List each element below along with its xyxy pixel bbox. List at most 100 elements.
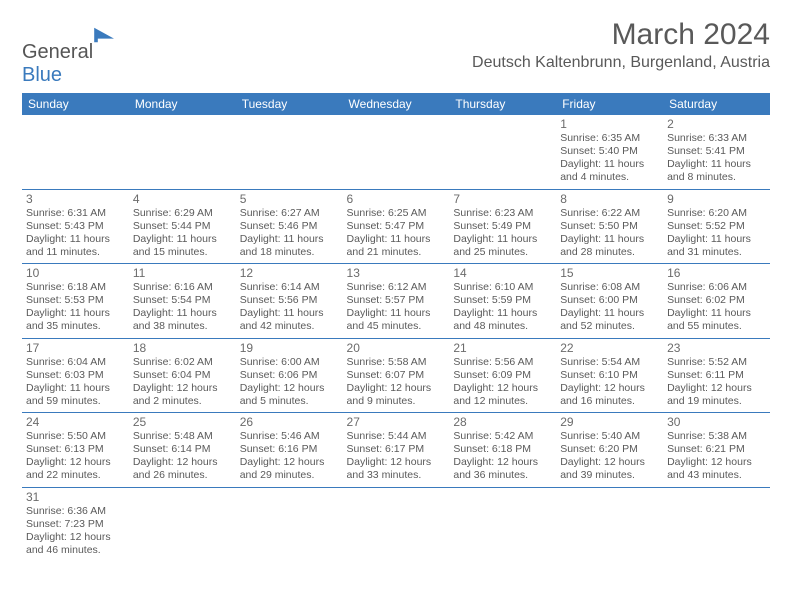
day-number: 14 bbox=[453, 266, 552, 280]
calendar-cell: 14Sunrise: 6:10 AMSunset: 5:59 PMDayligh… bbox=[449, 264, 556, 339]
sunrise-text: Sunrise: 6:20 AM bbox=[667, 207, 766, 220]
daylight-text: Daylight: 11 hours and 18 minutes. bbox=[240, 233, 339, 259]
sunset-text: Sunset: 6:14 PM bbox=[133, 443, 232, 456]
daylight-text: Daylight: 12 hours and 22 minutes. bbox=[26, 456, 125, 482]
sunset-text: Sunset: 5:40 PM bbox=[560, 145, 659, 158]
day-number: 31 bbox=[26, 490, 125, 504]
daylight-text: Daylight: 12 hours and 9 minutes. bbox=[347, 382, 446, 408]
sunrise-text: Sunrise: 6:33 AM bbox=[667, 132, 766, 145]
calendar-cell: 18Sunrise: 6:02 AMSunset: 6:04 PMDayligh… bbox=[129, 338, 236, 413]
calendar-cell: 29Sunrise: 5:40 AMSunset: 6:20 PMDayligh… bbox=[556, 413, 663, 488]
day-number: 7 bbox=[453, 192, 552, 206]
logo-word1: General bbox=[22, 41, 93, 63]
sunrise-text: Sunrise: 5:40 AM bbox=[560, 430, 659, 443]
calendar-cell: 25Sunrise: 5:48 AMSunset: 6:14 PMDayligh… bbox=[129, 413, 236, 488]
sunrise-text: Sunrise: 5:54 AM bbox=[560, 356, 659, 369]
weekday-header: Wednesday bbox=[343, 93, 450, 115]
calendar-cell: 5Sunrise: 6:27 AMSunset: 5:46 PMDaylight… bbox=[236, 189, 343, 264]
daylight-text: Daylight: 12 hours and 19 minutes. bbox=[667, 382, 766, 408]
day-number: 19 bbox=[240, 341, 339, 355]
day-number: 3 bbox=[26, 192, 125, 206]
sunrise-text: Sunrise: 5:46 AM bbox=[240, 430, 339, 443]
daylight-text: Daylight: 12 hours and 12 minutes. bbox=[453, 382, 552, 408]
logo: GeneralBlue bbox=[22, 26, 116, 87]
calendar-cell: 24Sunrise: 5:50 AMSunset: 6:13 PMDayligh… bbox=[22, 413, 129, 488]
calendar-cell: 22Sunrise: 5:54 AMSunset: 6:10 PMDayligh… bbox=[556, 338, 663, 413]
sunrise-text: Sunrise: 6:31 AM bbox=[26, 207, 125, 220]
day-number: 12 bbox=[240, 266, 339, 280]
sunset-text: Sunset: 5:46 PM bbox=[240, 220, 339, 233]
calendar-cell: 11Sunrise: 6:16 AMSunset: 5:54 PMDayligh… bbox=[129, 264, 236, 339]
day-number: 22 bbox=[560, 341, 659, 355]
calendar-cell: 17Sunrise: 6:04 AMSunset: 6:03 PMDayligh… bbox=[22, 338, 129, 413]
calendar-cell: 13Sunrise: 6:12 AMSunset: 5:57 PMDayligh… bbox=[343, 264, 450, 339]
calendar-row: 31Sunrise: 6:36 AMSunset: 7:23 PMDayligh… bbox=[22, 487, 770, 561]
calendar-cell: 20Sunrise: 5:58 AMSunset: 6:07 PMDayligh… bbox=[343, 338, 450, 413]
calendar-cell-empty bbox=[663, 487, 770, 561]
calendar-cell: 3Sunrise: 6:31 AMSunset: 5:43 PMDaylight… bbox=[22, 189, 129, 264]
sunset-text: Sunset: 6:06 PM bbox=[240, 369, 339, 382]
sunrise-text: Sunrise: 6:18 AM bbox=[26, 281, 125, 294]
day-number: 6 bbox=[347, 192, 446, 206]
sunset-text: Sunset: 6:02 PM bbox=[667, 294, 766, 307]
calendar-cell: 8Sunrise: 6:22 AMSunset: 5:50 PMDaylight… bbox=[556, 189, 663, 264]
day-number: 21 bbox=[453, 341, 552, 355]
sunrise-text: Sunrise: 6:29 AM bbox=[133, 207, 232, 220]
calendar-cell-empty bbox=[236, 487, 343, 561]
daylight-text: Daylight: 11 hours and 55 minutes. bbox=[667, 307, 766, 333]
sunrise-text: Sunrise: 5:44 AM bbox=[347, 430, 446, 443]
weekday-header: Thursday bbox=[449, 93, 556, 115]
sunrise-text: Sunrise: 5:56 AM bbox=[453, 356, 552, 369]
calendar-row: 1Sunrise: 6:35 AMSunset: 5:40 PMDaylight… bbox=[22, 115, 770, 189]
sunset-text: Sunset: 6:21 PM bbox=[667, 443, 766, 456]
calendar-cell-empty bbox=[449, 487, 556, 561]
daylight-text: Daylight: 11 hours and 15 minutes. bbox=[133, 233, 232, 259]
day-number: 10 bbox=[26, 266, 125, 280]
daylight-text: Daylight: 12 hours and 29 minutes. bbox=[240, 456, 339, 482]
sunset-text: Sunset: 5:52 PM bbox=[667, 220, 766, 233]
day-number: 4 bbox=[133, 192, 232, 206]
sunrise-text: Sunrise: 6:12 AM bbox=[347, 281, 446, 294]
calendar-cell: 10Sunrise: 6:18 AMSunset: 5:53 PMDayligh… bbox=[22, 264, 129, 339]
sunrise-text: Sunrise: 5:48 AM bbox=[133, 430, 232, 443]
daylight-text: Daylight: 11 hours and 42 minutes. bbox=[240, 307, 339, 333]
sunset-text: Sunset: 5:59 PM bbox=[453, 294, 552, 307]
daylight-text: Daylight: 11 hours and 25 minutes. bbox=[453, 233, 552, 259]
calendar-cell: 1Sunrise: 6:35 AMSunset: 5:40 PMDaylight… bbox=[556, 115, 663, 189]
day-number: 23 bbox=[667, 341, 766, 355]
sunrise-text: Sunrise: 6:25 AM bbox=[347, 207, 446, 220]
sunset-text: Sunset: 6:09 PM bbox=[453, 369, 552, 382]
sunrise-text: Sunrise: 6:06 AM bbox=[667, 281, 766, 294]
day-number: 30 bbox=[667, 415, 766, 429]
daylight-text: Daylight: 12 hours and 43 minutes. bbox=[667, 456, 766, 482]
day-number: 17 bbox=[26, 341, 125, 355]
sunrise-text: Sunrise: 5:52 AM bbox=[667, 356, 766, 369]
calendar-cell: 26Sunrise: 5:46 AMSunset: 6:16 PMDayligh… bbox=[236, 413, 343, 488]
calendar-cell: 4Sunrise: 6:29 AMSunset: 5:44 PMDaylight… bbox=[129, 189, 236, 264]
calendar-cell-empty bbox=[449, 115, 556, 189]
sunset-text: Sunset: 5:54 PM bbox=[133, 294, 232, 307]
day-number: 13 bbox=[347, 266, 446, 280]
calendar-cell: 23Sunrise: 5:52 AMSunset: 6:11 PMDayligh… bbox=[663, 338, 770, 413]
daylight-text: Daylight: 12 hours and 26 minutes. bbox=[133, 456, 232, 482]
weekday-header: Friday bbox=[556, 93, 663, 115]
daylight-text: Daylight: 12 hours and 5 minutes. bbox=[240, 382, 339, 408]
sunset-text: Sunset: 6:18 PM bbox=[453, 443, 552, 456]
calendar-cell-empty bbox=[343, 487, 450, 561]
daylight-text: Daylight: 12 hours and 2 minutes. bbox=[133, 382, 232, 408]
weekday-header: Monday bbox=[129, 93, 236, 115]
sunset-text: Sunset: 5:50 PM bbox=[560, 220, 659, 233]
day-number: 11 bbox=[133, 266, 232, 280]
sunset-text: Sunset: 6:16 PM bbox=[240, 443, 339, 456]
day-number: 15 bbox=[560, 266, 659, 280]
day-number: 2 bbox=[667, 117, 766, 131]
calendar-cell: 28Sunrise: 5:42 AMSunset: 6:18 PMDayligh… bbox=[449, 413, 556, 488]
sunset-text: Sunset: 6:20 PM bbox=[560, 443, 659, 456]
day-number: 1 bbox=[560, 117, 659, 131]
day-number: 5 bbox=[240, 192, 339, 206]
sunrise-text: Sunrise: 5:50 AM bbox=[26, 430, 125, 443]
calendar-cell: 6Sunrise: 6:25 AMSunset: 5:47 PMDaylight… bbox=[343, 189, 450, 264]
day-number: 27 bbox=[347, 415, 446, 429]
sunset-text: Sunset: 6:07 PM bbox=[347, 369, 446, 382]
page-header: GeneralBlue March 2024 Deutsch Kaltenbru… bbox=[22, 18, 770, 87]
